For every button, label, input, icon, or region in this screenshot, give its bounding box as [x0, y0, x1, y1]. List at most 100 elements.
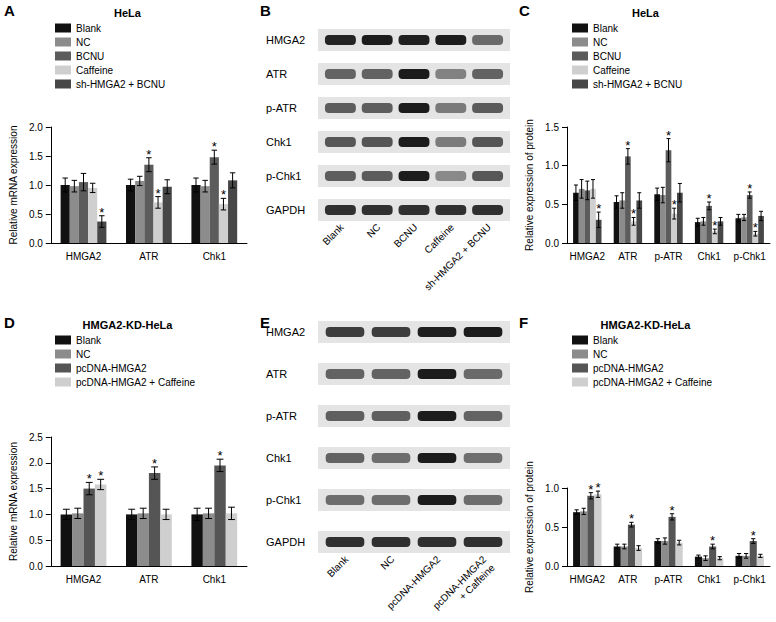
svg-text:BCNU: BCNU [76, 51, 104, 62]
svg-text:GAPDH: GAPDH [266, 536, 305, 548]
svg-text:p-Chk1: p-Chk1 [266, 170, 301, 182]
svg-text:p-Chk1: p-Chk1 [734, 251, 767, 262]
svg-text:HMGA2: HMGA2 [66, 574, 102, 585]
svg-text:*: * [625, 138, 630, 153]
svg-text:*: * [595, 480, 600, 495]
svg-text:HMGA2: HMGA2 [66, 251, 102, 262]
svg-text:2.0: 2.0 [29, 122, 43, 133]
svg-text:Blank: Blank [325, 553, 351, 579]
svg-text:ATR: ATR [139, 574, 158, 585]
svg-text:sh-HMGA2 + BCNU: sh-HMGA2 + BCNU [422, 222, 493, 293]
svg-text:1.0: 1.0 [29, 180, 43, 191]
svg-text:*: * [751, 528, 756, 543]
svg-text:Relative mRNA expression: Relative mRNA expression [8, 442, 19, 561]
svg-text:*: * [221, 187, 226, 202]
svg-text:HMGA2: HMGA2 [570, 251, 606, 262]
svg-text:NC: NC [365, 222, 383, 240]
svg-text:1.0: 1.0 [545, 483, 559, 494]
svg-text:Caffeine: Caffeine [593, 65, 631, 76]
svg-text:Blank: Blank [593, 335, 619, 346]
svg-text:BCNU: BCNU [392, 222, 420, 250]
svg-text:*: * [146, 147, 151, 162]
svg-text:ATR: ATR [618, 574, 637, 585]
svg-text:2.5: 2.5 [29, 432, 43, 443]
svg-text:0.0: 0.0 [29, 238, 43, 249]
svg-text:1.5: 1.5 [29, 483, 43, 494]
svg-text:*: * [156, 186, 161, 201]
svg-text:p-Chk1: p-Chk1 [266, 494, 301, 506]
svg-text:Blank: Blank [76, 23, 102, 34]
svg-text:Blank: Blank [593, 23, 619, 34]
svg-text:*: * [99, 205, 104, 220]
svg-text:pcDNA-HMGA2 + Caffeine: pcDNA-HMGA2 + Caffeine [593, 377, 712, 388]
svg-text:*: * [672, 197, 677, 212]
svg-text:1.5: 1.5 [29, 151, 43, 162]
svg-text:*: * [217, 448, 222, 463]
svg-text:NC: NC [378, 554, 396, 572]
svg-text:Caffeine: Caffeine [76, 65, 114, 76]
svg-text:HMGA2: HMGA2 [570, 574, 606, 585]
svg-text:0.0: 0.0 [29, 561, 43, 572]
svg-text:NC: NC [76, 37, 90, 48]
svg-text:*: * [631, 206, 636, 221]
svg-text:0.0: 0.0 [545, 561, 559, 572]
svg-text:HMGA2: HMGA2 [266, 34, 305, 46]
svg-text:p-ATR: p-ATR [266, 410, 297, 422]
svg-text:Blank: Blank [76, 335, 102, 346]
svg-text:*: * [753, 220, 758, 235]
svg-text:Relative mRNA expression: Relative mRNA expression [8, 126, 19, 245]
svg-text:Chk1: Chk1 [266, 452, 292, 464]
svg-text:pcDNA-HMGA2: pcDNA-HMGA2 [593, 363, 664, 374]
svg-text:NC: NC [593, 37, 607, 48]
svg-text:0.5: 0.5 [545, 522, 559, 533]
svg-text:1.0: 1.0 [545, 160, 559, 171]
svg-text:*: * [87, 471, 92, 486]
svg-text:2.0: 2.0 [29, 457, 43, 468]
svg-text:0.5: 0.5 [29, 209, 43, 220]
svg-text:NC: NC [593, 349, 607, 360]
svg-text:*: * [596, 201, 601, 216]
svg-text:*: * [98, 468, 103, 483]
svg-text:ATR: ATR [139, 251, 158, 262]
svg-text:HeLa: HeLa [114, 7, 142, 19]
svg-text:Chk1: Chk1 [203, 574, 227, 585]
svg-text:0.0: 0.0 [545, 238, 559, 249]
svg-text:ATR: ATR [266, 368, 287, 380]
svg-text:1.5: 1.5 [545, 122, 559, 133]
svg-text:*: * [629, 511, 634, 526]
svg-text:0.5: 0.5 [29, 535, 43, 546]
svg-text:Caffeine: Caffeine [422, 221, 456, 255]
svg-text:Relative expression of protein: Relative expression of protein [524, 461, 535, 593]
svg-text:*: * [152, 456, 157, 471]
svg-text:*: * [666, 128, 671, 143]
svg-text:HMGA2: HMGA2 [266, 326, 305, 338]
svg-text:*: * [588, 482, 593, 497]
svg-text:pcDNA-HMGA2 + Caffeine: pcDNA-HMGA2 + Caffeine [76, 377, 195, 388]
svg-text:*: * [670, 503, 675, 518]
svg-text:Chk1: Chk1 [697, 251, 721, 262]
svg-text:ATR: ATR [266, 68, 287, 80]
svg-text:Chk1: Chk1 [697, 574, 721, 585]
svg-text:pcDNA-HMGA2: pcDNA-HMGA2 [76, 363, 147, 374]
svg-text:Chk1: Chk1 [203, 251, 227, 262]
svg-text:*: * [712, 218, 717, 233]
svg-text:sh-HMGA2 + BCNU: sh-HMGA2 + BCNU [76, 79, 165, 90]
svg-text:Chk1: Chk1 [266, 136, 292, 148]
svg-text:p-ATR: p-ATR [654, 251, 682, 262]
svg-text:BCNU: BCNU [593, 51, 621, 62]
svg-text:ATR: ATR [618, 251, 637, 262]
svg-text:*: * [212, 139, 217, 154]
svg-text:NC: NC [76, 349, 90, 360]
svg-text:p-ATR: p-ATR [654, 574, 682, 585]
svg-text:HeLa: HeLa [632, 7, 660, 19]
svg-text:GAPDH: GAPDH [266, 204, 305, 216]
svg-text:p-Chk1: p-Chk1 [734, 574, 767, 585]
svg-text:Blank: Blank [320, 221, 346, 247]
svg-text:Relative expression of protein: Relative expression of protein [524, 119, 535, 251]
svg-text:*: * [707, 191, 712, 206]
svg-text:pcDNA-HMGA2+ Caffeine: pcDNA-HMGA2+ Caffeine [431, 553, 497, 619]
svg-text:sh-HMGA2 + BCNU: sh-HMGA2 + BCNU [593, 79, 682, 90]
svg-text:1.0: 1.0 [29, 509, 43, 520]
svg-text:*: * [747, 181, 752, 196]
svg-text:HMGA2-KD-HeLa: HMGA2-KD-HeLa [83, 319, 174, 331]
